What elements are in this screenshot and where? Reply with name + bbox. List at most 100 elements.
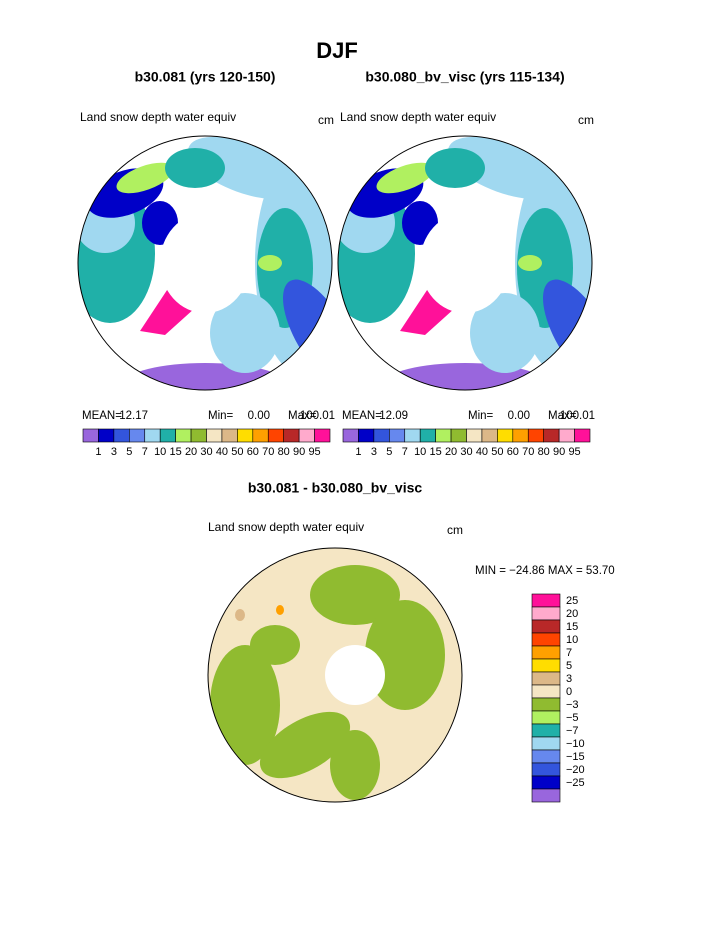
colorbar-label: 7 [566, 647, 572, 659]
polar-map [78, 136, 332, 390]
colorbar-label: 3 [111, 446, 117, 458]
colorbar-label: −25 [566, 777, 585, 789]
colorbar-box [283, 428, 300, 443]
colorbar-box [512, 428, 529, 443]
colorbar-box [113, 428, 130, 443]
colorbar-box [531, 606, 561, 621]
colorbar-label: 20 [185, 446, 197, 458]
map-patch [310, 565, 400, 625]
colorbar-box [98, 428, 115, 443]
colorbar-label: 5 [566, 660, 572, 672]
colorbar-box [574, 428, 591, 443]
colorbar-box [531, 632, 561, 647]
map-border [337, 135, 593, 391]
stat-label: Min= [468, 410, 494, 422]
variable-label: Land snow depth water equiv [80, 110, 236, 124]
map-patch [210, 293, 280, 373]
colorbar-box [531, 788, 561, 803]
colorbar-box [190, 428, 207, 443]
colorbar-box [558, 428, 575, 443]
colorbar-label: 60 [507, 446, 519, 458]
colorbar-box [527, 428, 544, 443]
colorbar-label: 95 [308, 446, 320, 458]
map-patch [210, 645, 280, 765]
map-patch [125, 363, 285, 390]
colorbar-label: 10 [566, 634, 578, 646]
panel-title: b30.080_bv_visc (yrs 115-134) [365, 69, 564, 85]
colorbar-label: −7 [566, 725, 579, 737]
colorbar-box [404, 428, 421, 443]
colorbar-box [221, 428, 238, 443]
map-patch [160, 213, 250, 313]
map-patch [385, 363, 545, 390]
panel-title: b30.081 - b30.080_bv_visc [248, 480, 423, 496]
stat-value: 12.17 [119, 410, 148, 422]
colorbar-box [497, 428, 514, 443]
colorbar-label: 90 [553, 446, 565, 458]
colorbar-box [298, 428, 315, 443]
stat-value: 100.01 [560, 410, 595, 422]
units-label: cm [447, 523, 463, 537]
colorbar-box [531, 723, 561, 738]
colorbar-box [237, 428, 254, 443]
colorbar-box [531, 671, 561, 686]
colorbar-label: 1 [355, 446, 361, 458]
colorbar-box [531, 684, 561, 699]
colorbar-label: 10 [154, 446, 166, 458]
stat-label: Max= [548, 410, 577, 422]
colorbar-label: 15 [430, 446, 442, 458]
colorbar-label: 15 [566, 621, 578, 633]
map-patch [447, 136, 563, 200]
map-border [207, 547, 463, 803]
colorbar-label: −10 [566, 738, 585, 750]
colorbar-label: 95 [568, 446, 580, 458]
colorbar-label: 30 [460, 446, 472, 458]
colorbar-label: 80 [538, 446, 550, 458]
stat-value: 0.00 [508, 410, 530, 422]
colorbar-label: −20 [566, 764, 585, 776]
map-patch [235, 609, 245, 621]
colorbar-box [419, 428, 436, 443]
colorbar-label: 30 [200, 446, 212, 458]
colorbar-label: 50 [231, 446, 243, 458]
colorbar-label: 3 [566, 673, 572, 685]
colorbar-label: 7 [142, 446, 148, 458]
colorbar-label: 1 [95, 446, 101, 458]
colorbar-box [531, 736, 561, 751]
colorbar-box [144, 428, 161, 443]
colorbar-label: −5 [566, 712, 579, 724]
map-patch [165, 148, 225, 188]
colorbar-box [450, 428, 467, 443]
map-patch [518, 255, 542, 271]
map-patch [325, 645, 385, 705]
stat-label: Max= [288, 410, 317, 422]
colorbar-label: 10 [414, 446, 426, 458]
colorbar-box [159, 428, 176, 443]
colorbar-label: 15 [170, 446, 182, 458]
variable-label: Land snow depth water equiv [208, 520, 364, 534]
map-patch [187, 136, 303, 200]
colorbar-label: 5 [386, 446, 392, 458]
colorbar-box [252, 428, 269, 443]
colorbar-box [389, 428, 406, 443]
colorbar-label: 50 [491, 446, 503, 458]
colorbar-box [129, 428, 146, 443]
colorbar-label: 80 [278, 446, 290, 458]
colorbar-box [175, 428, 192, 443]
stat-label: MEAN= [82, 410, 122, 422]
colorbar-box [531, 762, 561, 777]
stat-value: 100.01 [300, 410, 335, 422]
colorbar-box [466, 428, 483, 443]
colorbar-box [358, 428, 375, 443]
colorbar-box [531, 749, 561, 764]
stat-value: 12.09 [379, 410, 408, 422]
stat-value: 0.00 [248, 410, 270, 422]
colorbar-label: 90 [293, 446, 305, 458]
polar-map [338, 136, 592, 390]
colorbar-label: 0 [566, 686, 572, 698]
range-label: MIN = −24.86 MAX = 53.70 [475, 565, 615, 577]
colorbar-box [481, 428, 498, 443]
colorbar-label: 40 [476, 446, 488, 458]
colorbar-label: −15 [566, 751, 585, 763]
colorbar-label: 70 [262, 446, 274, 458]
